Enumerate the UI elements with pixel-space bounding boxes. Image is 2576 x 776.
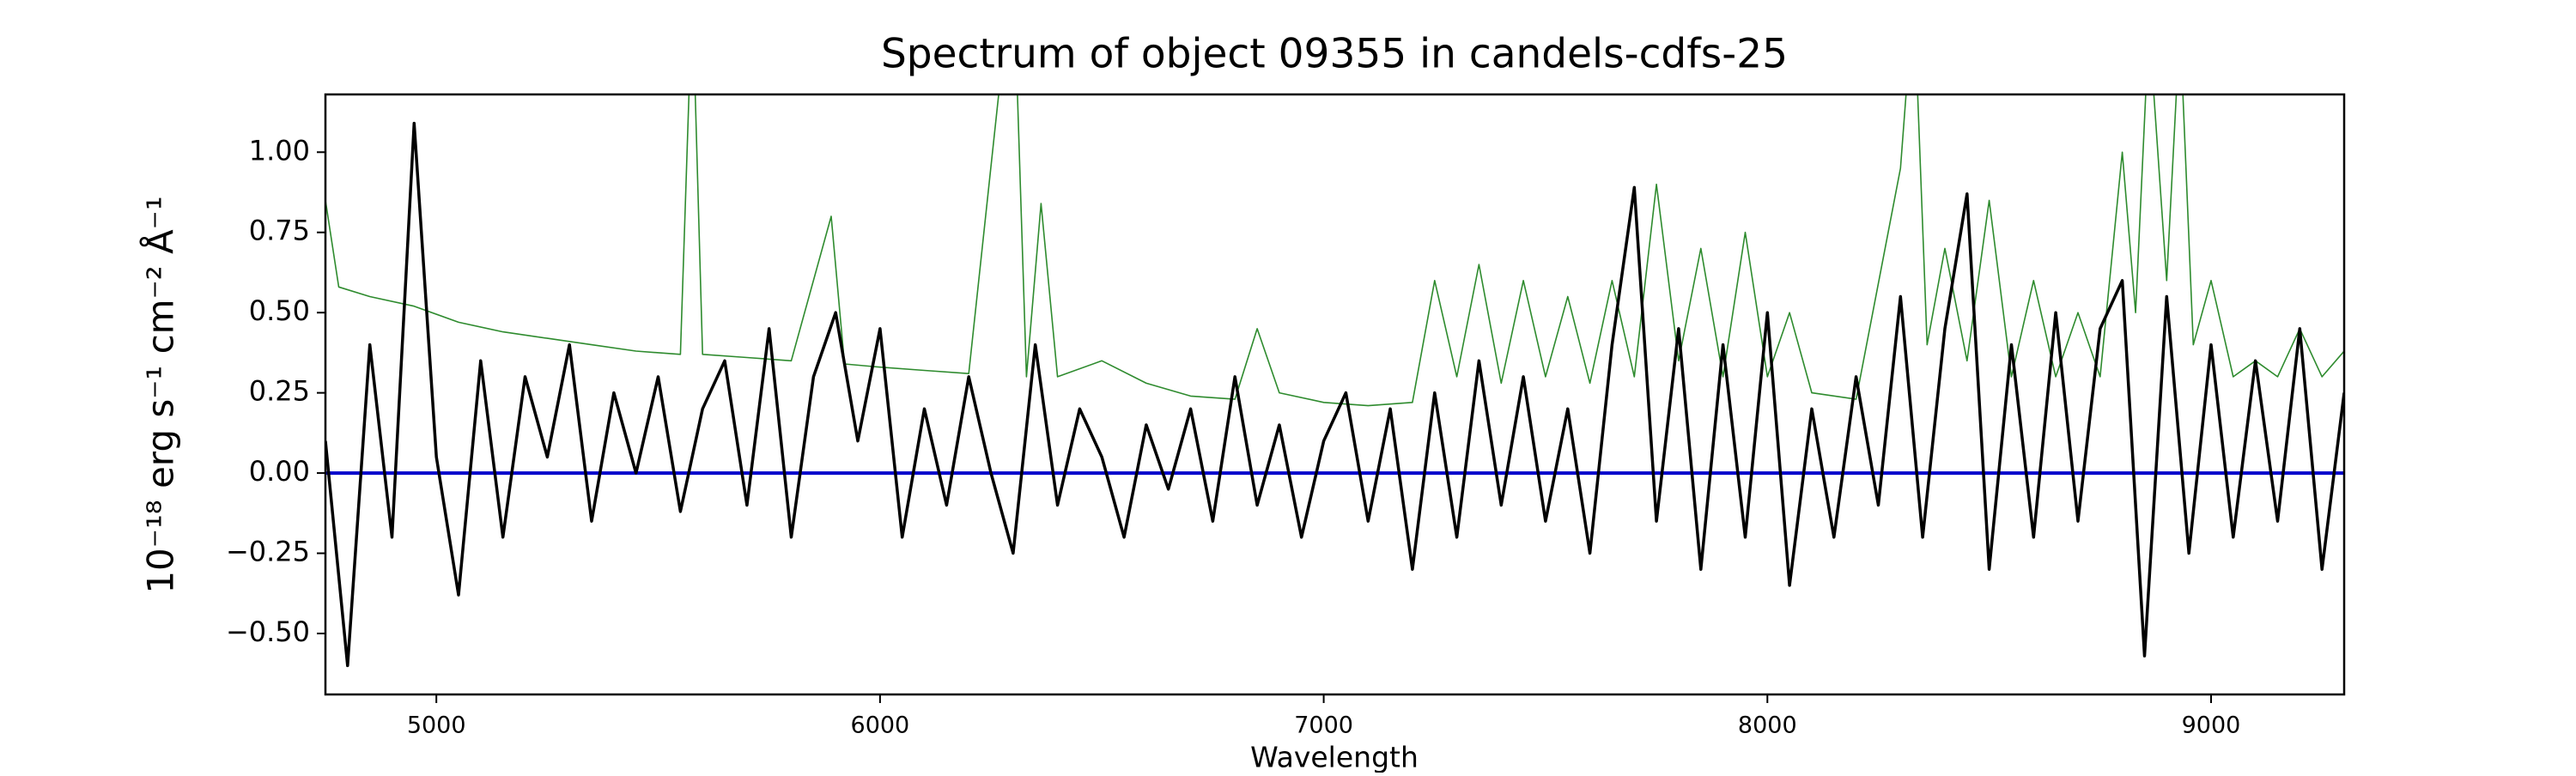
y-tick-label: 0.75 xyxy=(249,215,310,247)
spectrum-line xyxy=(325,94,2344,407)
x-tick-label: 5000 xyxy=(407,712,466,739)
x-axis-label: Wavelength xyxy=(1250,741,1419,773)
chart-title: Spectrum of object 09355 in candels-cdfs… xyxy=(881,31,1788,78)
y-tick-label: −0.50 xyxy=(226,615,310,648)
x-tick-label: 6000 xyxy=(851,712,910,739)
x-tick-label: 9000 xyxy=(2182,712,2241,739)
y-tick-label: 1.00 xyxy=(249,134,310,167)
plot-area xyxy=(325,94,2344,668)
x-tick-label: 8000 xyxy=(1738,712,1797,739)
y-tick-label: −0.25 xyxy=(226,536,310,568)
x-tick-label: 7000 xyxy=(1294,712,1353,739)
axes-frame xyxy=(324,93,2346,696)
y-tick-label: 0.50 xyxy=(249,294,310,327)
y-tick-label: 0.00 xyxy=(249,455,310,488)
y-axis-label: 10⁻¹⁸ erg s⁻¹ cm⁻² Å⁻¹ xyxy=(139,196,182,593)
spectrum-line xyxy=(325,121,2344,668)
y-tick-label: 0.25 xyxy=(249,375,310,408)
